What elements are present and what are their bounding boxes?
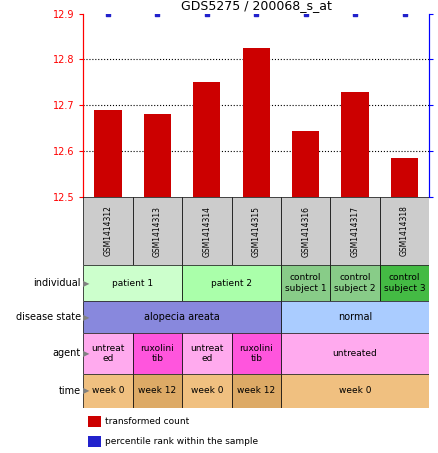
Text: week 0: week 0 xyxy=(191,386,223,395)
Bar xyxy=(182,265,281,301)
Text: ▶: ▶ xyxy=(83,313,89,322)
Text: week 0: week 0 xyxy=(339,386,371,395)
Bar xyxy=(94,110,121,197)
Bar xyxy=(83,374,133,408)
Bar xyxy=(281,301,429,333)
Text: untreat
ed: untreat ed xyxy=(190,344,223,363)
Bar xyxy=(182,197,232,265)
Text: week 0: week 0 xyxy=(92,386,124,395)
Text: GSM1414314: GSM1414314 xyxy=(202,206,211,256)
Bar xyxy=(232,333,281,374)
Text: percentile rank within the sample: percentile rank within the sample xyxy=(106,437,258,446)
Point xyxy=(401,10,408,17)
Text: time: time xyxy=(59,386,81,396)
Point xyxy=(104,10,111,17)
Text: transformed count: transformed count xyxy=(106,417,190,426)
Bar xyxy=(193,82,220,197)
Point xyxy=(154,10,161,17)
Text: week 12: week 12 xyxy=(237,386,276,395)
Bar xyxy=(133,197,182,265)
Bar xyxy=(182,333,232,374)
Text: individual: individual xyxy=(34,278,81,288)
Text: untreated: untreated xyxy=(333,349,378,358)
Text: patient 2: patient 2 xyxy=(211,279,252,288)
Text: control
subject 1: control subject 1 xyxy=(285,274,326,293)
Bar xyxy=(281,265,330,301)
Text: agent: agent xyxy=(53,348,81,358)
Text: untreat
ed: untreat ed xyxy=(91,344,125,363)
Bar xyxy=(380,265,429,301)
Text: ▶: ▶ xyxy=(83,386,89,395)
Text: ruxolini
tib: ruxolini tib xyxy=(239,344,273,363)
Bar xyxy=(182,374,232,408)
Bar xyxy=(330,197,380,265)
Text: disease state: disease state xyxy=(16,312,81,322)
Bar xyxy=(88,416,100,427)
Text: GSM1414315: GSM1414315 xyxy=(252,206,261,256)
Text: ruxolini
tib: ruxolini tib xyxy=(141,344,174,363)
Bar xyxy=(83,333,133,374)
Text: patient 1: patient 1 xyxy=(112,279,153,288)
Bar xyxy=(144,115,171,197)
Bar xyxy=(391,158,418,197)
Text: control
subject 3: control subject 3 xyxy=(384,274,425,293)
Text: GSM1414313: GSM1414313 xyxy=(153,206,162,256)
Text: control
subject 2: control subject 2 xyxy=(334,274,376,293)
Title: GDS5275 / 200068_s_at: GDS5275 / 200068_s_at xyxy=(181,0,332,12)
Text: GSM1414317: GSM1414317 xyxy=(350,206,360,256)
Bar xyxy=(232,197,281,265)
Bar xyxy=(133,333,182,374)
Text: week 12: week 12 xyxy=(138,386,177,395)
Text: normal: normal xyxy=(338,312,372,322)
Bar xyxy=(380,197,429,265)
Point xyxy=(302,10,309,17)
Text: GSM1414312: GSM1414312 xyxy=(103,206,113,256)
Text: alopecia areata: alopecia areata xyxy=(144,312,220,322)
Bar xyxy=(330,265,380,301)
Bar xyxy=(88,436,100,447)
Text: ▶: ▶ xyxy=(83,349,89,358)
Text: GSM1414316: GSM1414316 xyxy=(301,206,310,256)
Bar xyxy=(281,374,429,408)
Bar xyxy=(232,374,281,408)
Bar xyxy=(281,333,429,374)
Bar xyxy=(342,92,369,197)
Text: GSM1414318: GSM1414318 xyxy=(400,206,409,256)
Point xyxy=(203,10,210,17)
Bar xyxy=(83,265,182,301)
Point xyxy=(253,10,260,17)
Bar xyxy=(281,197,330,265)
Bar xyxy=(83,301,281,333)
Text: ▶: ▶ xyxy=(83,279,89,288)
Point xyxy=(352,10,359,17)
Bar xyxy=(133,374,182,408)
Bar xyxy=(83,197,133,265)
Bar xyxy=(243,48,270,197)
Bar xyxy=(292,130,319,197)
